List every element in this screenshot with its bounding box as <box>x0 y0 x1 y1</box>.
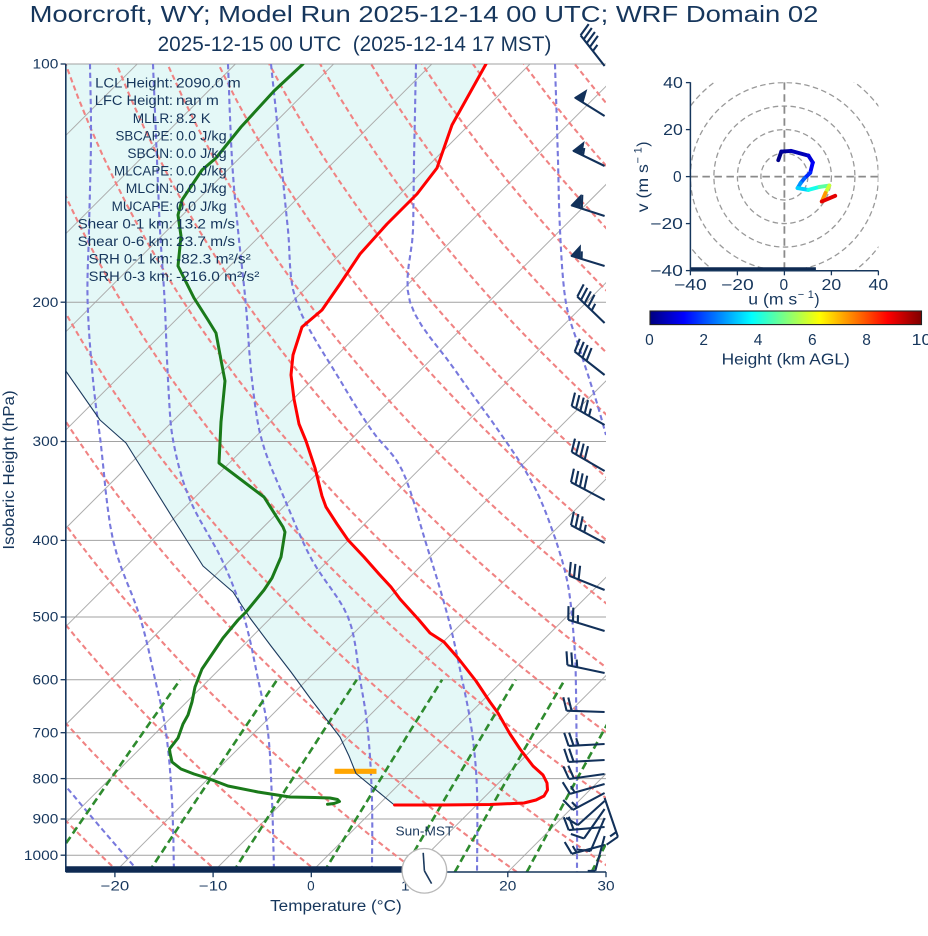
svg-text:-82.3 m²/s²: -82.3 m²/s² <box>176 252 251 267</box>
svg-text:Height (km AGL): Height (km AGL) <box>722 352 850 369</box>
svg-text:−40: −40 <box>674 277 707 294</box>
svg-text:−10: −10 <box>199 879 228 894</box>
svg-text:Shear 0-1 km:: Shear 0-1 km: <box>78 216 173 231</box>
svg-text:LFC Height:: LFC Height: <box>95 93 173 108</box>
svg-text:-216.0 m²/s²: -216.0 m²/s² <box>176 269 260 284</box>
svg-text:SBCIN:: SBCIN: <box>127 146 173 161</box>
svg-text:MLCIN:: MLCIN: <box>126 181 173 196</box>
svg-text:100: 100 <box>33 57 59 72</box>
svg-text:−20: −20 <box>721 277 754 294</box>
svg-text:600: 600 <box>33 672 59 687</box>
svg-text:20: 20 <box>663 122 683 139</box>
svg-text:6: 6 <box>808 332 817 349</box>
svg-text:0: 0 <box>673 169 682 186</box>
svg-text:10: 10 <box>912 332 928 349</box>
svg-text:Moorcroft, WY; Model Run 2025-: Moorcroft, WY; Model Run 2025-12-14 00 U… <box>30 1 819 27</box>
svg-text:−20: −20 <box>101 879 130 894</box>
svg-text:SBCAPE:: SBCAPE: <box>116 128 174 143</box>
svg-text:SRH 0-1 km:: SRH 0-1 km: <box>89 252 173 267</box>
svg-text:0: 0 <box>645 332 654 349</box>
svg-text:0.0 J/kg: 0.0 J/kg <box>176 128 227 143</box>
svg-text:nan m: nan m <box>176 93 219 108</box>
svg-text:40: 40 <box>663 75 683 92</box>
svg-text:20: 20 <box>499 879 516 894</box>
svg-text:LCL Height:: LCL Height: <box>95 76 173 91</box>
svg-text:0: 0 <box>307 879 315 894</box>
svg-text:Shear 0-6 km:: Shear 0-6 km: <box>78 234 173 249</box>
svg-text:−40: −40 <box>650 263 683 280</box>
svg-text:13.2 m/s: 13.2 m/s <box>176 216 235 231</box>
svg-text:0: 0 <box>780 277 789 294</box>
svg-text:700: 700 <box>33 725 59 740</box>
svg-text:MLLR:: MLLR: <box>133 111 173 126</box>
svg-text:900: 900 <box>33 812 59 827</box>
svg-text:23.7 m/s: 23.7 m/s <box>176 234 235 249</box>
svg-text:1000: 1000 <box>24 848 58 863</box>
svg-text:30: 30 <box>597 879 614 894</box>
svg-text:MLCAPE:: MLCAPE: <box>114 164 173 179</box>
svg-text:Temperature (°C): Temperature (°C) <box>270 898 402 915</box>
svg-text:8.2 K: 8.2 K <box>176 111 211 126</box>
svg-text:Isobaric Height (hPa): Isobaric Height (hPa) <box>1 390 18 549</box>
svg-text:2: 2 <box>699 332 708 349</box>
svg-text:200: 200 <box>33 295 59 310</box>
svg-text:20: 20 <box>822 277 842 294</box>
svg-text:SRH 0-3 km:: SRH 0-3 km: <box>89 269 173 284</box>
svg-text:8: 8 <box>862 332 871 349</box>
svg-text:4: 4 <box>754 332 763 349</box>
svg-text:MUCAPE:: MUCAPE: <box>112 199 173 214</box>
svg-text:500: 500 <box>33 610 59 625</box>
svg-text:0.0 J/kg: 0.0 J/kg <box>176 181 227 196</box>
svg-text:0.0 J/kg: 0.0 J/kg <box>176 199 227 214</box>
svg-text:Sun-MST: Sun-MST <box>396 823 454 838</box>
svg-text:2090.0 m: 2090.0 m <box>176 76 241 91</box>
svg-text:0.0 J/kg: 0.0 J/kg <box>176 146 227 161</box>
svg-text:0.0 J/kg: 0.0 J/kg <box>176 164 227 179</box>
svg-text:2025-12-15 00 UTC (2025-12-14: 2025-12-15 00 UTC (2025-12-14 17 MST) <box>158 32 552 56</box>
svg-text:40: 40 <box>869 277 889 294</box>
svg-text:−20: −20 <box>650 216 683 233</box>
svg-text:800: 800 <box>33 771 59 786</box>
svg-text:400: 400 <box>33 533 59 548</box>
svg-text:300: 300 <box>33 434 59 449</box>
